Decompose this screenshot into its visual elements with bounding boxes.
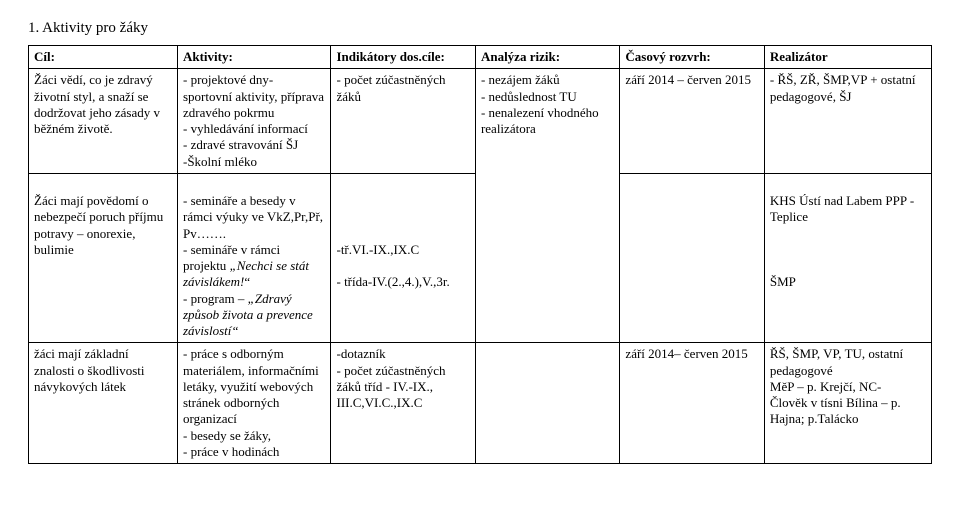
table-row: Žáci vědí, co je zdravý životní styl, a … xyxy=(29,69,932,174)
cell-akt: - práce s odborným materiálem, informačn… xyxy=(177,343,331,464)
header-anal: Analýza rizik: xyxy=(475,46,619,69)
cell-cil-text: Žáci mají povědomí o nebezpečí poruch př… xyxy=(34,193,163,257)
cell-cas: září 2014 – červen 2015 xyxy=(620,69,764,174)
cell-cas: září 2014– červen 2015 xyxy=(620,343,764,464)
cell-anal: - nezájem žáků- nedůslednost TU- nenalez… xyxy=(475,69,619,343)
header-cil: Cíl: xyxy=(29,46,178,69)
activity-table: Cíl: Aktivity: Indikátory dos.cíle: Anal… xyxy=(28,45,932,464)
cell-akt-text: - semináře a besedy v rámci výuky ve VkZ… xyxy=(183,193,323,338)
header-akt: Aktivity: xyxy=(177,46,331,69)
cell-ind: - počet zúčastněných žáků xyxy=(331,69,475,174)
cell-real: - ŘŠ, ZŘ, ŠMP,VP + ostatní pedagogové, Š… xyxy=(764,69,931,174)
cell-cas xyxy=(620,173,764,343)
cell-cil: Žáci mají povědomí o nebezpečí poruch př… xyxy=(29,173,178,343)
cell-akt: - semináře a besedy v rámci výuky ve VkZ… xyxy=(177,173,331,343)
table-row: žáci mají základní znalosti o škodlivost… xyxy=(29,343,932,464)
cell-cil: Žáci vědí, co je zdravý životní styl, a … xyxy=(29,69,178,174)
cell-real: ŘŠ, ŠMP, VP, TU, ostatní pedagogovéMěP –… xyxy=(764,343,931,464)
cell-akt: - projektové dny- sportovní aktivity, př… xyxy=(177,69,331,174)
section-title: 1. Aktivity pro žáky xyxy=(28,20,932,37)
cell-ind-a: -tř.VI.-IX.,IX.C xyxy=(336,242,419,257)
header-ind: Indikátory dos.cíle: xyxy=(331,46,475,69)
cell-real: KHS Ústí nad Labem PPP -TepliceŠMP xyxy=(764,173,931,343)
cell-ind-b: - třída-IV.(2.,4.),V.,3r. xyxy=(336,274,449,289)
cell-real-text: KHS Ústí nad Labem PPP -TepliceŠMP xyxy=(770,193,914,289)
header-real: Realizátor xyxy=(764,46,931,69)
cell-ind: -tř.VI.-IX.,IX.C - třída-IV.(2.,4.),V.,3… xyxy=(331,173,475,343)
cell-cil: žáci mají základní znalosti o škodlivost… xyxy=(29,343,178,464)
header-cas: Časový rozvrh: xyxy=(620,46,764,69)
cell-anal xyxy=(475,343,619,464)
table-header-row: Cíl: Aktivity: Indikátory dos.cíle: Anal… xyxy=(29,46,932,69)
cell-ind: -dotazník- počet zúčastněných žáků tříd … xyxy=(331,343,475,464)
